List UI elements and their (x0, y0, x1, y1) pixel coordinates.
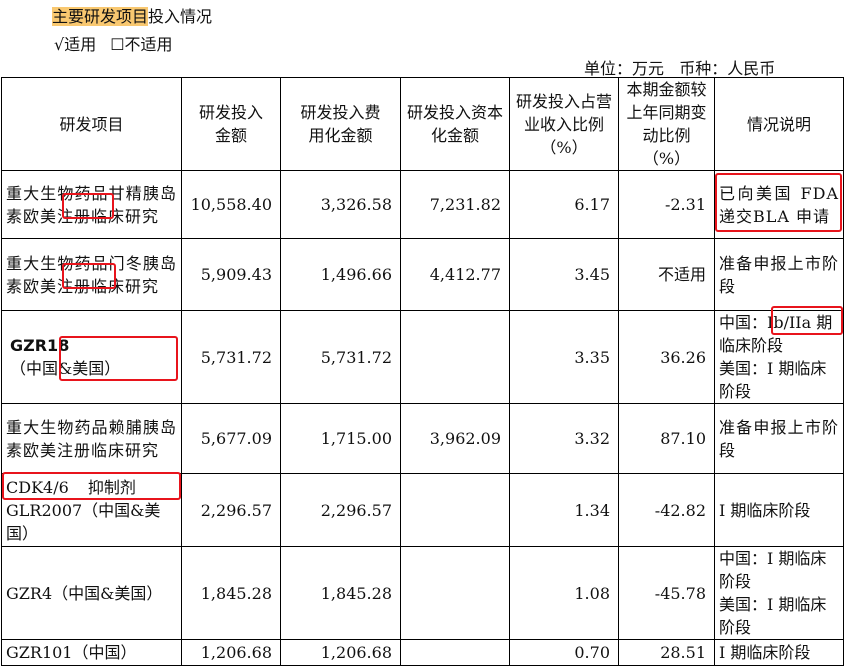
table-row: CDK4/6 抑制剂 GLR2007（中国&美国） 2,296.57 2,296.… (1, 473, 844, 547)
project-cell: CDK4/6 抑制剂 GLR2007（中国&美国） (1, 473, 182, 547)
ratio-cell: 1.08 (509, 546, 619, 640)
project-cell: 重大生物药品门冬胰岛素欧美注册临床研究 (1, 238, 182, 311)
rd-projects-table: 研发项目 研发投入金额 研发投入费用化金额 研发投入资本化金额 研发投入占营业收… (1, 77, 844, 666)
annotation-box (771, 306, 843, 335)
project-cell: 重大生物药品赖脯胰岛素欧美注册临床研究 (1, 403, 182, 474)
applicability-options: √适用 ☐不适用 (54, 31, 187, 55)
annotation-box (59, 336, 178, 381)
expensed-cell: 1,206.68 (280, 639, 401, 666)
expensed-cell: 1,845.28 (280, 546, 401, 640)
total-cell: 10,558.40 (181, 170, 281, 239)
ratio-cell: 3.35 (509, 310, 619, 404)
note-cell: 准备申报上市阶段 (714, 403, 844, 474)
ratio-cell: 1.34 (509, 473, 619, 547)
header-cell: 研发项目 (1, 77, 182, 171)
capitalized-cell (400, 310, 510, 404)
header-cell: 研发投入资本化金额 (400, 77, 510, 171)
change-cell: 87.10 (618, 403, 715, 474)
note-line: 中国：I 期临床阶段 (719, 549, 827, 591)
heading-rest: 投入情况 (148, 7, 213, 26)
section-heading: 主要研发项目投入情况 (52, 3, 212, 27)
total-cell: 2,296.57 (181, 473, 281, 547)
table-row: 重大生物药品门冬胰岛素欧美注册临床研究 5,909.43 1,496.66 4,… (1, 238, 844, 311)
change-cell: -42.82 (618, 473, 715, 547)
capitalized-cell (400, 546, 510, 640)
change-cell: 28.51 (618, 639, 715, 666)
expensed-cell: 2,296.57 (280, 473, 401, 547)
header-cell: 本期金额较上年同期变动比例（%） (618, 77, 715, 171)
header-cell: 研发投入费用化金额 (280, 77, 401, 171)
heading-highlight: 主要研发项目 (52, 7, 149, 26)
ratio-cell: 6.17 (509, 170, 619, 239)
capitalized-cell: 4,412.77 (400, 238, 510, 311)
ratio-cell: 3.45 (509, 238, 619, 311)
table-header-row: 研发项目 研发投入金额 研发投入费用化金额 研发投入资本化金额 研发投入占营业收… (1, 77, 844, 171)
note-line: 美国：I 期临床阶段 (719, 359, 827, 401)
header-cell: 研发投入金额 (181, 77, 281, 171)
project-line: CDK4/6 抑制剂 (6, 477, 136, 497)
note-cell: 中国：I 期临床阶段 美国：I 期临床阶段 (714, 546, 844, 640)
expensed-cell: 3,326.58 (280, 170, 401, 239)
note-cell: 准备申报上市阶段 (714, 238, 844, 311)
not-applicable-option: ☐不适用 (110, 35, 173, 54)
table-row: GZR18 （中国&美国） 5,731.72 5,731.72 3.35 36.2… (1, 310, 844, 404)
annotation-box (715, 173, 842, 232)
note-line: 中国：Ib/IIa 期临床阶段 (719, 313, 833, 355)
capitalized-cell (400, 473, 510, 547)
note-cell: I 期临床阶段 (714, 639, 844, 666)
capitalized-cell: 7,231.82 (400, 170, 510, 239)
note-cell: 已向美国 FDA 递交BLA 申请 (714, 170, 844, 239)
change-cell: -2.31 (618, 170, 715, 239)
table-row: 重大生物药品赖脯胰岛素欧美注册临床研究 5,677.09 1,715.00 3,… (1, 403, 844, 474)
ratio-cell: 0.70 (509, 639, 619, 666)
project-region: （中国&美国） (10, 359, 121, 378)
note-cell: I 期临床阶段 (714, 473, 844, 547)
capitalized-cell (400, 639, 510, 666)
expensed-cell: 1,715.00 (280, 403, 401, 474)
project-cell: GZR18 （中国&美国） (1, 310, 182, 404)
project-cell: GZR101（中国） (1, 639, 182, 666)
project-code: GZR18 (10, 336, 70, 355)
project-cell: GZR4（中国&美国） (1, 546, 182, 640)
total-cell: 1,845.28 (181, 546, 281, 640)
table-row: GZR101（中国） 1,206.68 1,206.68 0.70 28.51 … (1, 639, 844, 666)
ratio-cell: 3.32 (509, 403, 619, 474)
header-cell: 研发投入占营业收入比例（%） (509, 77, 619, 171)
total-cell: 5,677.09 (181, 403, 281, 474)
change-cell: -45.78 (618, 546, 715, 640)
annotation-box (62, 263, 116, 289)
table-row: 重大生物药品甘精胰岛素欧美注册临床研究 10,558.40 3,326.58 7… (1, 170, 844, 239)
applicable-option: √适用 (54, 35, 97, 54)
change-cell: 36.26 (618, 310, 715, 404)
annotation-box (62, 193, 114, 219)
table-row: GZR4（中国&美国） 1,845.28 1,845.28 1.08 -45.7… (1, 546, 844, 640)
note-line: 美国：I 期临床阶段 (719, 595, 827, 637)
project-line: GLR2007（中国&美国） (6, 500, 161, 543)
unit-currency: 单位：万元 币种：人民币 (584, 59, 776, 78)
total-cell: 5,909.43 (181, 238, 281, 311)
total-cell: 5,731.72 (181, 310, 281, 404)
total-cell: 1,206.68 (181, 639, 281, 666)
expensed-cell: 5,731.72 (280, 310, 401, 404)
capitalized-cell: 3,962.09 (400, 403, 510, 474)
change-cell: 不适用 (618, 238, 715, 311)
note-cell: 中国：Ib/IIa 期临床阶段 美国：I 期临床阶段 (714, 310, 844, 404)
header-cell: 情况说明 (714, 77, 844, 171)
expensed-cell: 1,496.66 (280, 238, 401, 311)
annotation-box (2, 472, 181, 500)
